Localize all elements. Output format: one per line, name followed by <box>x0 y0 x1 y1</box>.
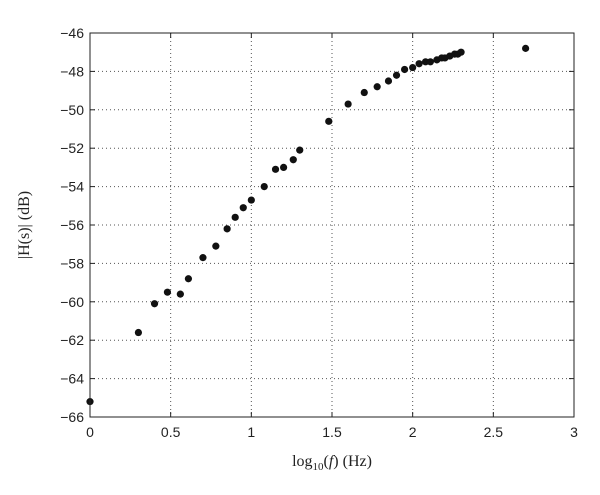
data-point <box>239 204 247 212</box>
y-tick-label: −62 <box>60 332 84 348</box>
data-point <box>296 146 304 154</box>
x-tick-label: 3 <box>570 424 578 440</box>
x-axis-label: log10(f) (Hz) <box>292 453 372 473</box>
y-tick-labels: −66 −64 −62 −60 −58 −56 −54 −52 −50 −48 −46 <box>60 25 84 425</box>
data-point <box>184 275 193 283</box>
data-point <box>231 213 239 221</box>
x-tick-label: 2 <box>409 424 417 440</box>
data-point <box>325 117 333 125</box>
data-point <box>384 77 393 85</box>
x-tick-label: 2.5 <box>484 424 504 440</box>
data-point <box>280 163 288 171</box>
data-point <box>271 165 280 173</box>
data-point <box>401 65 409 74</box>
plot-frame <box>89 32 575 418</box>
data-point <box>360 88 368 97</box>
x-tick-label: 1 <box>247 424 255 440</box>
data-point <box>373 83 381 91</box>
x-tick-label: 0.5 <box>161 424 181 440</box>
data-point <box>176 290 184 298</box>
data-point <box>212 242 220 250</box>
data-point <box>150 300 159 308</box>
y-tick-label: −48 <box>60 63 84 79</box>
x-tick-label: 0 <box>86 424 94 440</box>
data-point <box>457 48 465 56</box>
data-point <box>134 328 142 337</box>
data-point <box>426 58 435 66</box>
y-tick-label: −56 <box>60 217 84 233</box>
data-point <box>415 60 423 68</box>
data-point <box>260 183 268 191</box>
x-tick-label: 1.5 <box>322 424 342 440</box>
x-tick-labels: 0 0.5 1 1.5 2 2.5 3 <box>86 424 578 440</box>
data-points <box>86 44 530 406</box>
data-point <box>409 63 417 72</box>
y-tick-label: −54 <box>60 179 84 195</box>
data-point <box>522 44 530 52</box>
data-point <box>289 156 297 164</box>
data-point <box>392 71 401 79</box>
y-tick-label: −58 <box>60 255 84 271</box>
data-point <box>223 225 231 233</box>
y-tick-label: −60 <box>60 294 84 310</box>
y-tick-label: −64 <box>60 371 84 387</box>
y-tick-label: −50 <box>60 102 84 118</box>
y-tick-label: −46 <box>60 25 84 41</box>
grid-lines <box>90 33 574 417</box>
y-tick-label: −66 <box>60 409 84 425</box>
data-point <box>199 254 207 262</box>
data-point <box>344 100 352 108</box>
y-axis-label: |H(s)| (dB) <box>16 191 33 259</box>
y-tick-label: −52 <box>60 140 84 156</box>
data-point <box>163 288 172 296</box>
data-point <box>247 196 255 204</box>
